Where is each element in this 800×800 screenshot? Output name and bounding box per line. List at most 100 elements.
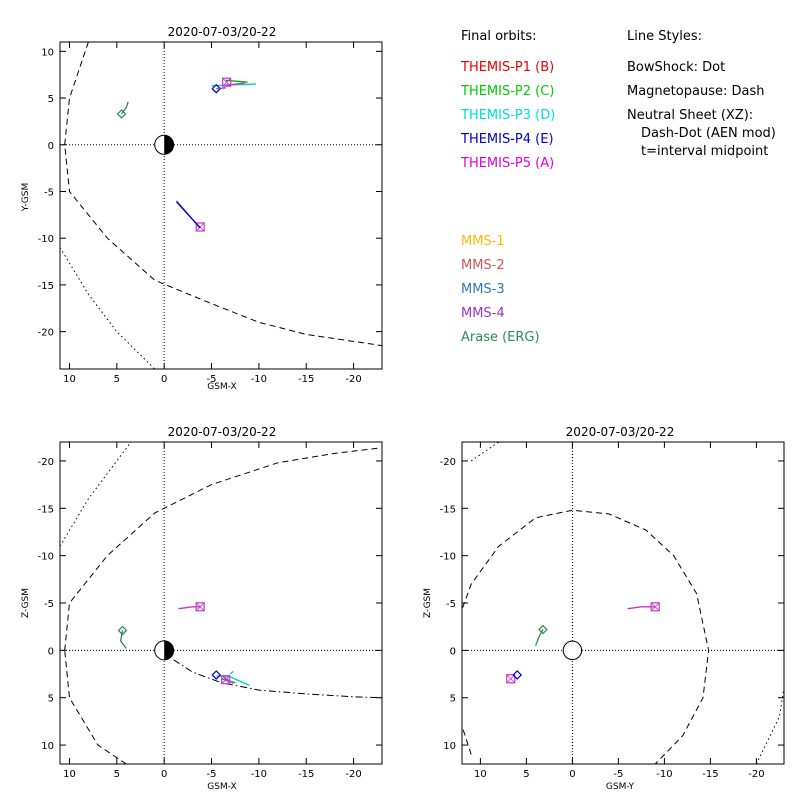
plot-area	[462, 442, 784, 764]
x-tick-label: -10	[251, 769, 267, 780]
x-tick-label: -20	[345, 374, 361, 385]
x-tick-label: 5	[114, 769, 120, 780]
curve-magnetopause-lower	[64, 447, 382, 651]
x-tick-label: -15	[298, 769, 314, 780]
marker-cross-themis-p5	[195, 602, 205, 612]
x-tick-label: 5	[523, 769, 529, 780]
marker-diamond-themis-p4	[211, 670, 222, 680]
track-mms-4-track	[216, 87, 226, 90]
marker-diamond-themis-p4-b	[211, 83, 222, 94]
x-tick-label: -5	[613, 769, 623, 780]
legend-probe-p5: THEMIS-P5 (A)	[460, 156, 554, 171]
y-tick-label: -5	[446, 599, 456, 610]
x-tick-label: -15	[298, 374, 314, 385]
track-themis-p3	[216, 675, 250, 686]
x-tick-label: -20	[345, 769, 361, 780]
track-themis-p4-track	[176, 201, 201, 229]
y-tick-label: 5	[48, 94, 54, 105]
legend: Final orbits: THEMIS-P1 (B) THEMIS-P2 (C…	[460, 29, 776, 345]
curve-bowshock	[60, 442, 132, 547]
marker-cross-themis-p5-b	[506, 674, 516, 684]
x-tick-label: -5	[207, 769, 217, 780]
track-themis-p2-track	[225, 79, 248, 83]
x-tick-label: 5	[114, 374, 120, 385]
y-tick-label: 10	[443, 741, 456, 752]
marker-cross-themis-p5-b	[222, 77, 231, 87]
x-tick-label: -10	[251, 374, 267, 385]
legend-line-style-midpoint: t=interval midpoint	[641, 144, 768, 159]
panel-yz-title: 2020-07-03/20-22	[566, 425, 675, 439]
panel-xz-ylabel: Z-GSM	[21, 588, 31, 618]
panel-xz-xlabel: GSM-X	[207, 782, 236, 792]
marker-square-themis-p5-track	[195, 222, 205, 232]
legend-line-style-dashdot: Dash-Dot (AEN mod)	[641, 126, 776, 141]
curve-magnetopause	[64, 42, 382, 347]
y-tick-label: 0	[450, 646, 456, 657]
y-tick-label: -10	[38, 234, 54, 245]
legend-probe-p2: THEMIS-P2 (C)	[460, 84, 554, 99]
marker-square-themis-p5-b	[506, 674, 516, 684]
curve-bowshock	[60, 247, 156, 369]
y-tick-label: -20	[38, 457, 54, 468]
panel-xy-ylabel: Y-GSM	[21, 183, 31, 212]
x-tick-label: 0	[161, 769, 167, 780]
marker-square-themis-p5-b	[221, 675, 231, 685]
marker-square-themis-p5	[650, 602, 660, 612]
plot-frame	[461, 441, 785, 765]
legend-probe-p3: THEMIS-P3 (D)	[460, 108, 555, 123]
marker-diamond-arase	[538, 624, 548, 635]
plot-area	[60, 442, 382, 764]
legend-probe-p1: THEMIS-P1 (B)	[460, 60, 554, 75]
marker-diamond-themis-p4	[512, 670, 523, 680]
earth-icon	[562, 640, 583, 661]
legend-arase: Arase (ERG)	[461, 330, 540, 345]
panel-xy-xlabel: GSM-X	[207, 382, 236, 392]
legend-probe-p4: THEMIS-P4 (E)	[460, 132, 554, 147]
panel-xy: 2020-07-03/20-22 GSM-X Y-GSM 10 5 0 -5 -10 -1…	[21, 25, 383, 392]
y-tick-label: 10	[41, 741, 54, 752]
legend-mms-3: MMS-3	[461, 282, 505, 297]
plot-frame	[59, 441, 383, 765]
y-tick-label: -5	[44, 599, 54, 610]
x-tick-label: 10	[63, 374, 76, 385]
plot-area	[60, 42, 382, 369]
x-tick-label: -10	[656, 769, 672, 780]
y-tick-label: -5	[44, 187, 54, 198]
panel-xz-title: 2020-07-03/20-22	[168, 425, 277, 439]
panel-xy-title: 2020-07-03/20-22	[168, 25, 277, 39]
x-tick-label: -20	[748, 769, 764, 780]
earth-night-side	[164, 135, 174, 155]
track-themis-p2	[220, 678, 236, 684]
y-tick-label: -10	[38, 552, 54, 563]
y-tick-label: -20	[440, 457, 456, 468]
x-tick-label: 10	[63, 769, 76, 780]
track-themis-p5-b	[223, 676, 234, 685]
x-tick-label: -15	[702, 769, 718, 780]
panel-yz: 2020-07-03/20-22 GSM-Y Z-GSM 10 5 0 -5 -10 -1…	[423, 425, 785, 792]
marker-cross-themis-p5	[650, 602, 660, 612]
legend-line-style-neutral-sheet: Neutral Sheet (XZ):	[627, 108, 753, 123]
y-tick-label: 5	[48, 694, 54, 705]
panel-yz-ylabel: Z-GSM	[423, 588, 433, 618]
legend-mms-2: MMS-2	[461, 258, 505, 273]
y-tick-label: -20	[38, 328, 54, 339]
marker-square-themis-p5	[195, 602, 205, 612]
panel-yz-xlabel: GSM-Y	[606, 782, 635, 792]
x-tick-label: 0	[569, 769, 575, 780]
legend-line-style-magnetopause: Magnetopause: Dash	[627, 84, 764, 99]
plot-frame	[59, 41, 383, 370]
panel-xz: 2020-07-03/20-22 GSM-X Z-GSM 10 5 0 -5 -10 -1…	[21, 425, 383, 792]
track-themis-p3-b	[230, 670, 234, 675]
x-tick-label: -5	[207, 374, 217, 385]
marker-diamond-arase	[117, 625, 128, 636]
track-arase	[121, 101, 129, 115]
track-themis-p5	[178, 606, 201, 610]
legend-mms-4: MMS-4	[461, 306, 505, 321]
y-tick-label: 0	[48, 141, 54, 152]
y-tick-label: -10	[440, 552, 456, 563]
curve-bowshock-bottom	[470, 442, 500, 462]
y-tick-label: -15	[440, 504, 456, 515]
curve-magnetopause	[462, 509, 710, 764]
y-tick-label: -15	[38, 281, 54, 292]
